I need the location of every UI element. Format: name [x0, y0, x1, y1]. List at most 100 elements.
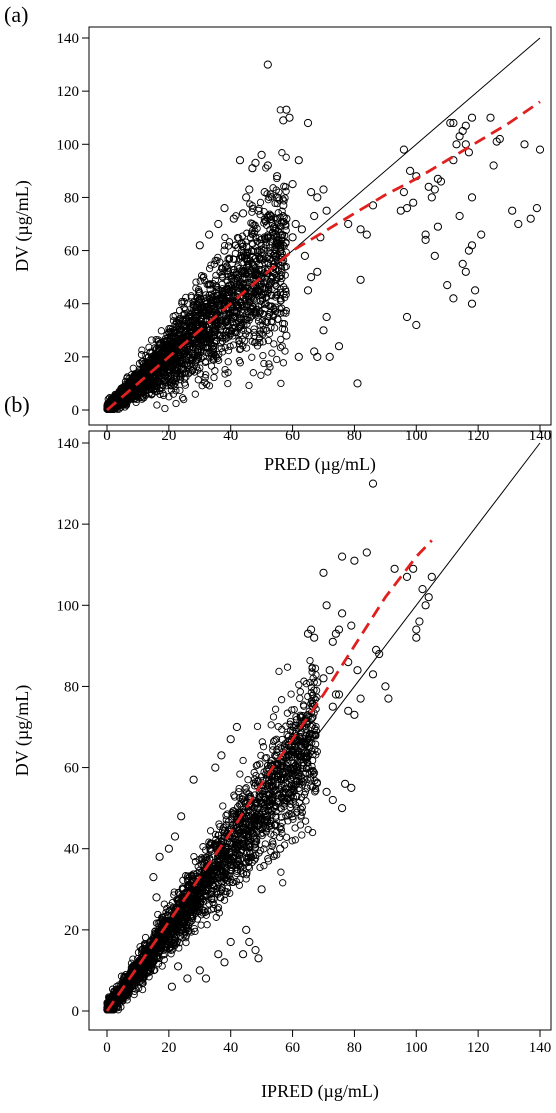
cloud-marker	[190, 298, 198, 306]
cloud-marker	[256, 198, 265, 207]
scatter-point	[242, 925, 251, 935]
cloud-marker	[171, 312, 179, 320]
cloud-marker	[134, 381, 142, 389]
cloud-marker	[192, 278, 200, 286]
cloud-marker	[160, 900, 168, 908]
cloud-marker	[301, 817, 310, 825]
cloud-marker	[277, 826, 285, 834]
cloud-marker	[153, 401, 161, 409]
cloud-marker	[249, 369, 257, 377]
cloud-marker	[306, 656, 314, 665]
cloud-marker	[224, 368, 232, 377]
cloud-marker	[205, 311, 213, 319]
cloud-marker	[276, 295, 285, 303]
cloud-marker	[219, 823, 228, 832]
cloud-marker	[202, 371, 210, 379]
cloud-marker	[270, 263, 278, 271]
cloud-marker	[296, 688, 304, 696]
scatter-point	[338, 552, 347, 561]
cloud-marker	[281, 271, 289, 279]
cloud-marker	[227, 271, 235, 280]
cloud-marker	[296, 741, 304, 750]
cloud-marker	[203, 380, 211, 389]
cloud-marker	[192, 313, 201, 321]
scatter-point	[526, 214, 535, 223]
cloud-marker	[278, 342, 286, 350]
y-tick-label: 100	[57, 137, 80, 153]
scatter-point	[297, 225, 306, 234]
scatter-point	[412, 625, 421, 634]
cloud-marker	[128, 384, 136, 393]
scatter-point	[341, 779, 350, 788]
cloud-marker	[308, 714, 316, 722]
cloud-marker	[173, 319, 181, 327]
cloud-marker	[182, 938, 190, 947]
cloud-marker	[157, 327, 166, 335]
cloud-marker	[210, 260, 218, 268]
cloud-marker	[124, 393, 132, 401]
scatter-point	[235, 156, 245, 165]
cloud-marker	[223, 888, 231, 896]
cloud-marker	[202, 291, 210, 299]
cloud-marker	[270, 821, 279, 830]
cloud-marker	[243, 255, 251, 263]
cloud-marker	[217, 894, 225, 902]
cloud-marker	[238, 246, 246, 255]
cloud-marker	[262, 828, 270, 836]
cloud-marker	[233, 263, 242, 271]
cloud-marker	[236, 318, 244, 327]
cloud-marker	[276, 273, 284, 281]
cloud-marker	[218, 337, 227, 345]
cloud-marker	[238, 301, 246, 309]
scatter-point	[446, 118, 455, 128]
cloud-marker	[265, 248, 273, 256]
scatter-point	[372, 645, 381, 655]
cloud-marker	[198, 855, 206, 864]
scatter-point	[399, 145, 408, 154]
scatter-point	[294, 352, 303, 361]
cloud-marker	[278, 149, 286, 157]
cloud-marker	[304, 692, 312, 701]
cloud-marker	[243, 263, 251, 271]
cloud-marker	[256, 846, 265, 855]
cloud-marker	[130, 374, 138, 382]
scatter-point	[344, 706, 353, 715]
cloud-marker	[255, 309, 263, 318]
cloud-marker	[144, 382, 152, 390]
cloud-marker	[185, 369, 193, 378]
cloud-marker	[217, 264, 226, 272]
scatter-point	[276, 844, 285, 853]
cloud-marker	[276, 238, 284, 246]
cloud-marker	[224, 358, 232, 366]
cloud-marker	[286, 796, 294, 805]
cloud-marker	[199, 274, 207, 282]
cloud-marker	[239, 756, 247, 765]
cloud-marker	[200, 294, 208, 302]
cloud-marker	[272, 281, 280, 290]
cloud-marker	[269, 231, 278, 239]
scatter-point	[310, 211, 319, 221]
cloud-marker	[307, 683, 316, 692]
scatter-point	[152, 893, 161, 902]
cloud-marker	[295, 681, 303, 689]
scatter-point	[282, 105, 291, 114]
scatter-point	[319, 185, 328, 194]
cloud-marker	[308, 739, 316, 747]
cloud-marker	[222, 263, 230, 272]
cloud-marker	[256, 760, 264, 768]
cloud-marker	[251, 286, 260, 295]
cloud-marker	[258, 331, 267, 339]
scatter-point	[458, 259, 467, 268]
cloud-marker	[214, 253, 222, 262]
scatter-point	[338, 804, 347, 813]
scatter-point	[406, 166, 415, 175]
cloud-marker	[225, 254, 234, 262]
cloud-marker	[151, 928, 159, 936]
cloud-marker	[236, 314, 244, 322]
cloud-marker	[280, 309, 288, 317]
scatter-point	[322, 787, 331, 797]
cloud-marker	[123, 397, 132, 406]
scatter-point	[436, 177, 446, 186]
cloud-marker	[180, 361, 188, 369]
